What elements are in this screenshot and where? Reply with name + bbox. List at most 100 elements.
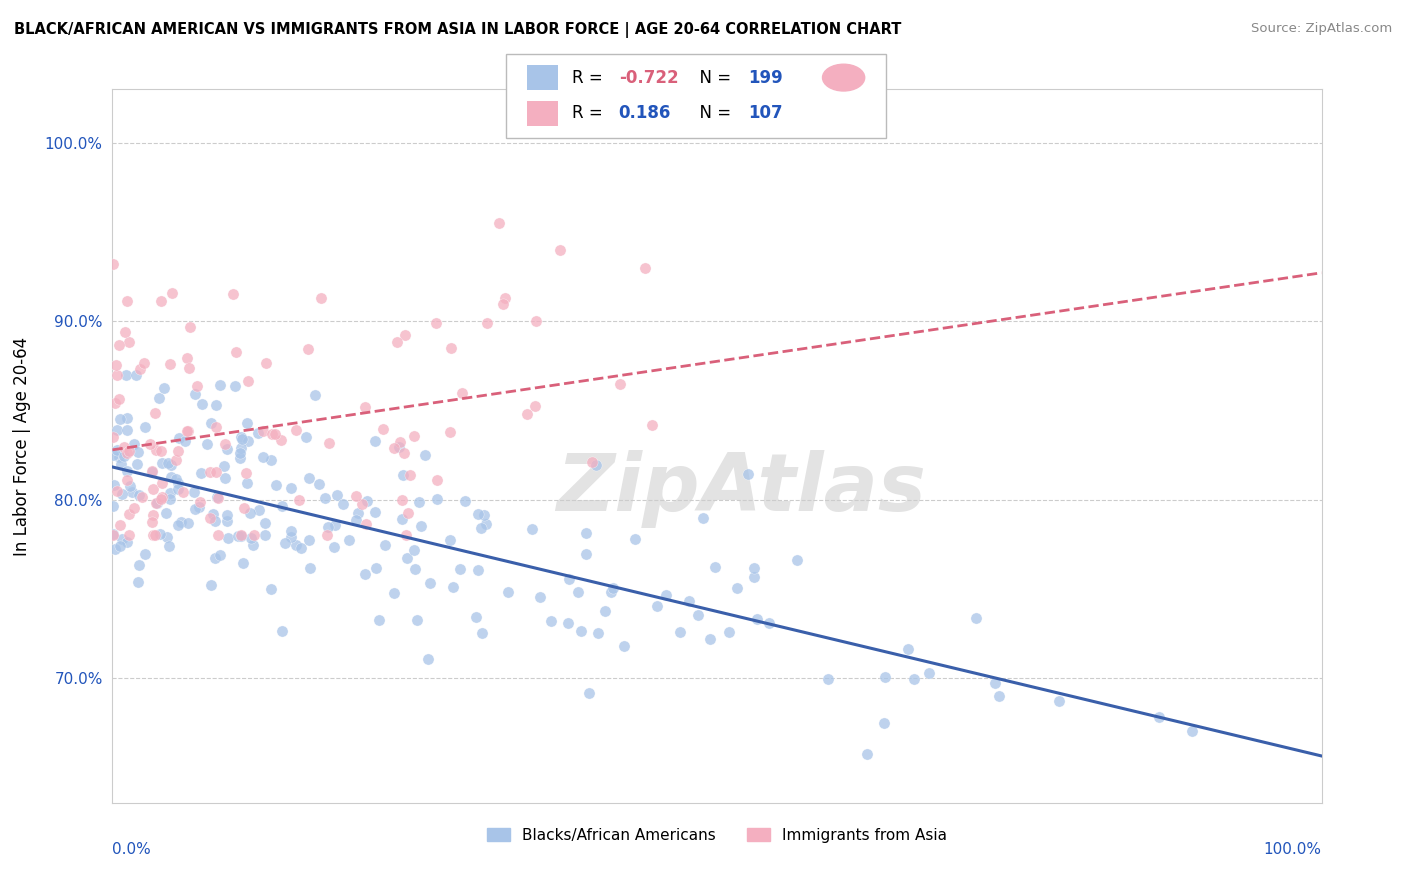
Point (176, 516, 198, 530)
Point (344, 489, 367, 503)
Point (419, 576, 441, 591)
Point (111, 533, 134, 547)
Point (692, 510, 714, 524)
Point (247, 503, 270, 517)
Point (548, 243, 571, 257)
Point (103, 478, 125, 492)
Point (413, 448, 436, 462)
Point (402, 429, 425, 443)
Point (242, 538, 264, 552)
Point (395, 528, 418, 542)
Point (318, 435, 340, 450)
Point (131, 490, 153, 504)
Point (602, 581, 624, 595)
Point (520, 522, 543, 536)
Point (875, 670, 897, 684)
Point (122, 501, 145, 516)
Point (205, 420, 228, 434)
Point (984, 675, 1007, 690)
Point (371, 421, 394, 435)
Point (188, 495, 211, 509)
Point (725, 581, 748, 595)
Point (425, 316, 447, 330)
Point (105, 484, 128, 499)
Point (396, 550, 419, 565)
Point (122, 437, 145, 451)
Point (226, 529, 249, 543)
Point (287, 492, 309, 507)
Point (214, 437, 236, 451)
Point (654, 588, 676, 602)
Point (224, 378, 246, 392)
Point (405, 614, 427, 628)
Point (112, 449, 135, 463)
Legend: Blacks/African Americans, Immigrants from Asia: Blacks/African Americans, Immigrants fro… (481, 822, 953, 848)
Point (391, 492, 413, 507)
Point (253, 528, 276, 542)
Point (117, 534, 139, 549)
Point (114, 325, 136, 339)
Point (394, 445, 416, 459)
Point (217, 514, 239, 528)
Point (686, 608, 709, 623)
Point (207, 491, 229, 506)
Point (264, 427, 287, 442)
Point (145, 496, 167, 510)
Point (115, 446, 138, 460)
Point (316, 520, 339, 534)
Point (624, 532, 647, 546)
Point (298, 533, 321, 547)
Point (110, 517, 132, 532)
Point (260, 582, 283, 597)
Point (492, 297, 515, 311)
Point (238, 434, 260, 448)
Point (471, 625, 494, 640)
Point (364, 434, 387, 448)
Point (408, 495, 430, 509)
Point (254, 356, 277, 370)
Point (391, 512, 413, 526)
Point (451, 386, 474, 401)
Point (108, 392, 131, 406)
Point (150, 475, 173, 490)
Point (142, 482, 165, 496)
Point (540, 615, 562, 629)
Point (474, 516, 496, 531)
Point (118, 444, 141, 458)
Point (304, 388, 326, 402)
Point (742, 570, 765, 584)
Point (382, 586, 405, 600)
Text: 100.0%: 100.0% (1264, 842, 1322, 857)
Point (143, 528, 166, 542)
Point (855, 747, 877, 761)
Point (758, 615, 780, 630)
Point (134, 420, 156, 434)
Point (204, 514, 226, 528)
Point (252, 424, 274, 438)
Point (150, 456, 173, 470)
Point (575, 548, 598, 562)
Point (115, 293, 138, 308)
Point (103, 257, 125, 271)
Point (165, 453, 187, 467)
Point (117, 335, 139, 350)
Point (352, 497, 374, 511)
Point (270, 499, 292, 513)
Point (159, 491, 181, 506)
Point (152, 381, 174, 395)
Point (567, 585, 589, 599)
Point (118, 479, 141, 493)
Text: Source: ZipAtlas.com: Source: ZipAtlas.com (1251, 22, 1392, 36)
Point (581, 455, 603, 469)
Point (409, 518, 432, 533)
Point (641, 417, 664, 432)
Point (247, 425, 270, 440)
Point (254, 516, 277, 530)
Point (344, 513, 367, 527)
Text: N =: N = (689, 69, 737, 87)
Point (524, 314, 547, 328)
Point (229, 441, 252, 455)
Point (418, 652, 440, 666)
Point (149, 526, 172, 541)
Text: -0.722: -0.722 (619, 69, 678, 87)
